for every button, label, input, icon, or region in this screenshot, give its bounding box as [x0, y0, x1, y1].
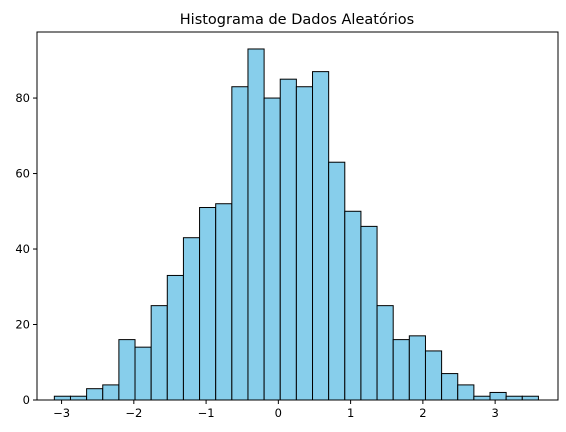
histogram-bar: [215, 203, 233, 401]
y-tick-label: 0: [23, 393, 30, 407]
y-axis-ticks: 0 20 40 60 80: [15, 91, 37, 407]
histogram-bar: [489, 391, 507, 401]
histogram-bar: [505, 395, 523, 401]
x-tick-label: −2: [125, 406, 142, 420]
histogram-bar: [118, 339, 136, 401]
histogram-bar: [473, 395, 491, 401]
histogram-bar: [182, 237, 201, 401]
histogram-bar: [392, 339, 410, 401]
histogram-bar: [102, 384, 120, 401]
histogram-bar: [263, 97, 281, 401]
histogram-bar: [199, 207, 217, 401]
x-tick-label: 0: [275, 406, 282, 420]
chart-title: Histograma de Dados Aleatórios: [180, 12, 414, 28]
x-tick-label: −3: [53, 406, 70, 420]
x-tick-label: −1: [198, 406, 215, 420]
y-tick-label: 80: [15, 91, 30, 105]
histogram-bar: [279, 78, 297, 401]
histogram-bar: [134, 346, 152, 401]
histogram-bar: [521, 395, 539, 401]
histogram-bar: [312, 71, 330, 401]
histogram-bar: [344, 210, 362, 401]
histogram-bar: [247, 48, 265, 401]
histogram-bar: [328, 161, 346, 401]
histogram-bar: [424, 350, 443, 401]
histogram-bar: [231, 86, 249, 401]
histogram-bar: [53, 395, 71, 401]
histogram-bar: [86, 388, 104, 401]
y-tick-label: 60: [15, 167, 30, 181]
y-tick-label: 40: [15, 242, 30, 256]
histogram-bar: [441, 373, 459, 401]
x-tick-label: 3: [491, 406, 498, 420]
x-tick-label: 1: [347, 406, 354, 420]
histogram-bar: [69, 395, 88, 401]
y-tick-label: 20: [15, 318, 30, 332]
histogram-bar: [376, 305, 394, 401]
x-axis-ticks: −3 −2 −1 0 1 2 3: [53, 400, 499, 420]
histogram-bar: [150, 305, 168, 401]
plot-frame: [36, 31, 559, 401]
histogram-bar: [457, 384, 475, 401]
histogram-bar: [360, 225, 378, 401]
histogram-bar: [166, 274, 184, 401]
histogram-bar: [408, 335, 426, 401]
histogram-bar: [295, 86, 314, 401]
x-tick-label: 2: [419, 406, 426, 420]
